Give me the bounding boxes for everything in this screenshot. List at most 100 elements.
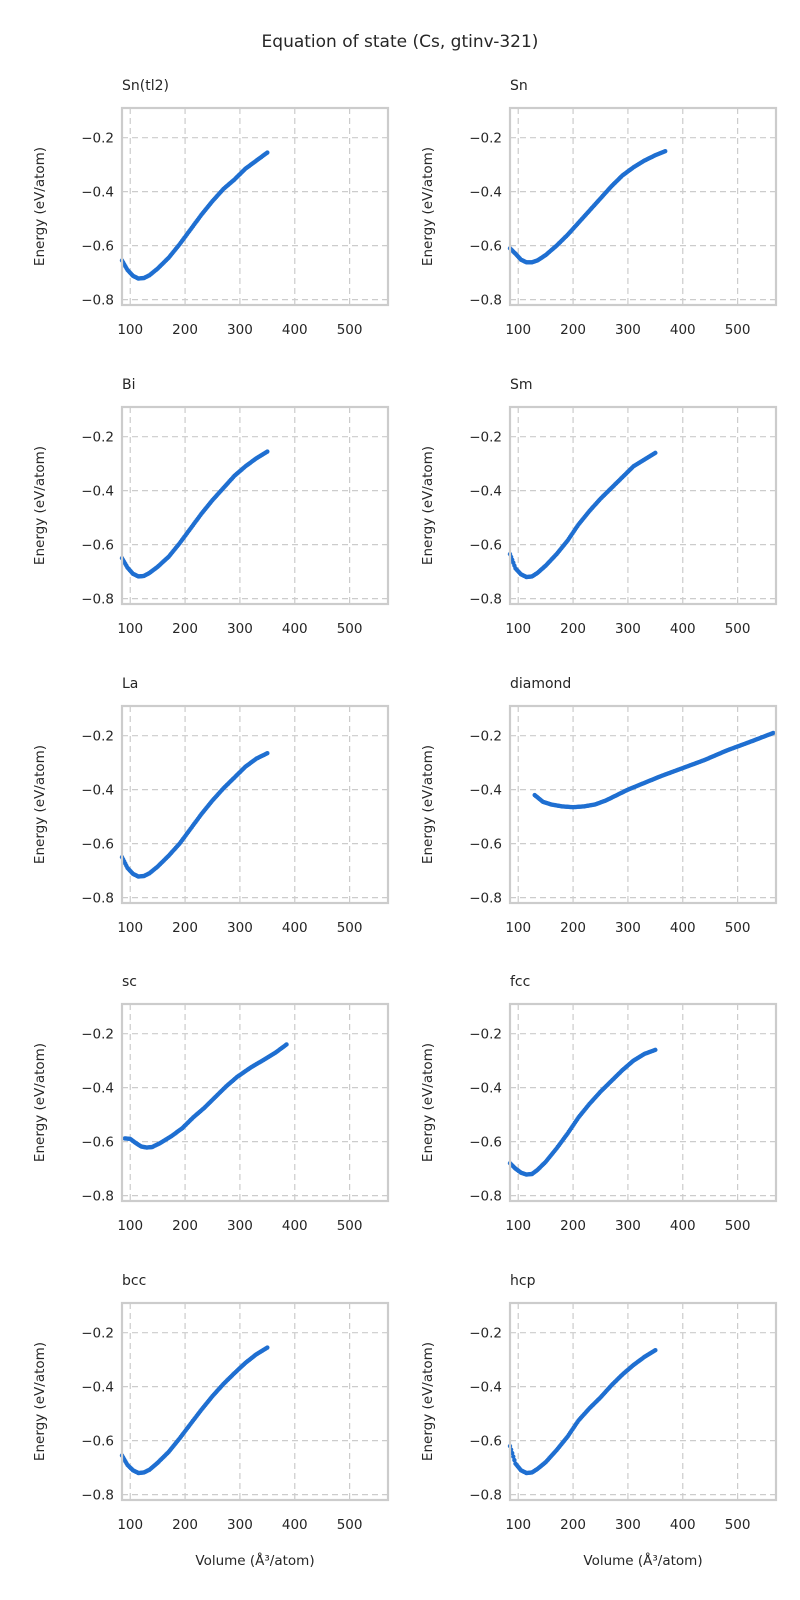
x-tick-label: 400 (282, 1517, 308, 1533)
x-tick-label: 100 (117, 1517, 143, 1533)
x-tick-label: 500 (337, 322, 363, 338)
axes-frame (120, 1301, 390, 1502)
data-point (663, 148, 668, 154)
y-tick-label: −0.8 (469, 1189, 502, 1205)
x-tick-label: 400 (282, 621, 308, 637)
x-tick-label: 400 (282, 322, 308, 338)
y-tick-label: −0.6 (81, 239, 114, 255)
x-tick-label: 200 (172, 322, 198, 338)
axes-frame (120, 1002, 390, 1203)
axes-frame (120, 106, 390, 307)
panel-title: Bi (122, 377, 136, 393)
x-tick-label: 500 (725, 1218, 751, 1234)
y-tick-label: −0.6 (81, 837, 114, 853)
panel-sm: Sm 100 200 300 400 500 −0.2 −0.4 −0.6 −0.8 Energy … (420, 377, 778, 637)
axes-frame (120, 704, 390, 905)
x-axis-label: Volume (Å³/atom) (583, 1552, 702, 1569)
x-tick-label: 200 (560, 322, 586, 338)
x-tick-label: 100 (117, 920, 143, 936)
y-tick-label: −0.8 (469, 293, 502, 309)
y-tick-label: −0.8 (81, 293, 114, 309)
y-tick-label: −0.6 (469, 538, 502, 554)
data-point (265, 150, 270, 155)
axes-frame (508, 106, 778, 307)
y-tick-label: −0.2 (81, 729, 114, 745)
y-tick-label: −0.8 (81, 592, 114, 608)
y-tick-label: −0.2 (469, 1326, 502, 1342)
panel-title: sc (122, 974, 137, 990)
y-tick-label: −0.2 (81, 1326, 114, 1342)
panel-sn: Sn 100 200 300 400 500 −0.2 −0.4 −0.6 −0.8 Energy … (420, 78, 778, 338)
y-tick-label: −0.2 (81, 1027, 114, 1043)
y-tick-label: −0.6 (81, 538, 114, 554)
panel-sc: sc 100 200 300 400 500 −0.2 −0.4 −0.6 −0.8 Energy … (32, 974, 390, 1234)
data-point (511, 1454, 516, 1459)
x-tick-label: 400 (670, 920, 696, 936)
y-tick-label: −0.8 (81, 1189, 114, 1205)
y-tick-label: −0.6 (469, 1434, 502, 1450)
x-tick-label: 400 (282, 1218, 308, 1234)
panel-title: hcp (510, 1273, 536, 1289)
x-tick-label: 200 (560, 621, 586, 637)
x-axis-label: Volume (Å³/atom) (195, 1552, 314, 1569)
x-tick-label: 500 (725, 1517, 751, 1533)
panel-hcp: hcp 100 200 300 400 500 −0.2 −0.4 −0.6 −0.8 Energy… (420, 1273, 778, 1569)
y-tick-label: −0.8 (81, 1488, 114, 1504)
x-tick-label: 300 (615, 1218, 641, 1234)
y-tick-label: −0.4 (81, 1081, 114, 1097)
y-tick-label: −0.8 (81, 891, 114, 907)
x-tick-label: 300 (615, 1517, 641, 1533)
y-tick-label: −0.6 (81, 1434, 114, 1450)
x-tick-label: 200 (172, 621, 198, 637)
y-axis-label: Energy (eV/atom) (420, 1043, 436, 1162)
y-tick-label: −0.4 (81, 783, 114, 799)
x-tick-label: 500 (337, 1218, 363, 1234)
x-tick-label: 300 (615, 322, 641, 338)
y-axis-label: Energy (eV/atom) (420, 745, 436, 864)
y-axis-label: Energy (eV/atom) (32, 1342, 48, 1461)
data-point (512, 1457, 517, 1463)
x-tick-label: 300 (227, 1517, 253, 1533)
y-tick-label: −0.4 (469, 1380, 502, 1396)
data-point (265, 1345, 270, 1350)
x-tick-label: 500 (725, 920, 751, 936)
x-tick-label: 100 (505, 1517, 531, 1533)
x-tick-label: 100 (117, 621, 143, 637)
x-tick-label: 200 (560, 1218, 586, 1234)
x-tick-label: 500 (725, 621, 751, 637)
x-tick-label: 400 (670, 322, 696, 338)
data-point (653, 1348, 658, 1353)
y-axis-label: Energy (eV/atom) (32, 147, 48, 266)
y-tick-label: −0.4 (469, 185, 502, 201)
panel-sn-tl2-: Sn(tl2) 100 200 300 400 500 −0.2 −0.4 −0.6 −0.8 En… (32, 78, 390, 338)
y-tick-label: −0.8 (469, 891, 502, 907)
y-tick-label: −0.4 (469, 783, 502, 799)
x-tick-label: 200 (560, 1517, 586, 1533)
data-point (653, 1047, 658, 1053)
panel-fcc: fcc 100 200 300 400 500 −0.2 −0.4 −0.6 −0.8 Energy… (420, 974, 778, 1234)
x-tick-label: 200 (560, 920, 586, 936)
y-tick-label: −0.2 (469, 430, 502, 446)
y-tick-label: −0.2 (469, 1027, 502, 1043)
y-axis-label: Energy (eV/atom) (32, 745, 48, 864)
x-tick-label: 200 (172, 1517, 198, 1533)
axes-frame (120, 405, 390, 606)
panel-title: bcc (122, 1273, 146, 1289)
data-point (771, 730, 776, 736)
axes-frame (508, 704, 778, 905)
data-point (265, 751, 270, 756)
x-tick-label: 200 (172, 1218, 198, 1234)
x-tick-label: 200 (172, 920, 198, 936)
y-tick-label: −0.8 (469, 1488, 502, 1504)
y-tick-label: −0.8 (469, 592, 502, 608)
y-tick-label: −0.6 (81, 1135, 114, 1151)
x-tick-label: 400 (670, 621, 696, 637)
y-tick-label: −0.4 (81, 484, 114, 500)
x-tick-label: 400 (282, 920, 308, 936)
x-tick-label: 100 (505, 1218, 531, 1234)
y-tick-label: −0.6 (469, 837, 502, 853)
y-tick-label: −0.4 (469, 484, 502, 500)
y-axis-label: Energy (eV/atom) (32, 446, 48, 565)
